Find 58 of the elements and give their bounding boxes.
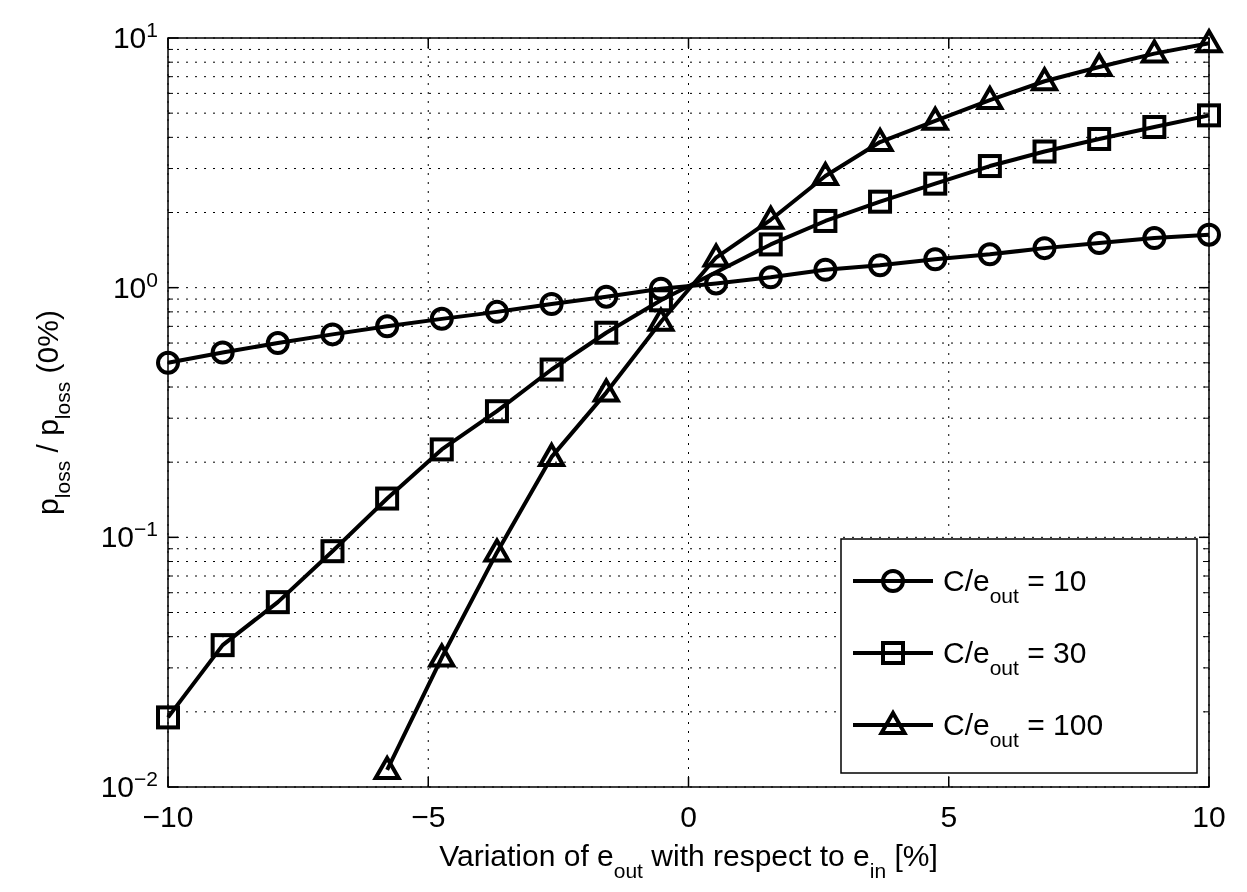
- point: [1142, 226, 1167, 251]
- point: [977, 154, 1002, 179]
- y-tick-label: 10$^{0}$: [112, 267, 158, 304]
- point: [811, 162, 839, 187]
- point: [1085, 53, 1113, 78]
- point: [1195, 29, 1223, 54]
- point: [976, 86, 1004, 111]
- y-tick-label: 10$^{1}$: [112, 17, 158, 54]
- point: [977, 242, 1002, 267]
- point: [866, 128, 894, 153]
- point: [320, 322, 345, 347]
- point: [429, 306, 454, 331]
- point: [484, 399, 509, 424]
- point: [210, 340, 235, 365]
- point: [1032, 139, 1057, 164]
- point: [1087, 126, 1112, 151]
- x-tick-label: −5: [411, 800, 446, 833]
- point: [156, 705, 180, 730]
- x-axis-title: Variation of e$_{out}$ with respect to e$_{in}$ [%]: [439, 839, 938, 882]
- point: [648, 276, 673, 301]
- point: [868, 189, 893, 214]
- point: [1087, 230, 1112, 255]
- point: [210, 633, 235, 658]
- y-tick-label: 10$^{−2}$: [100, 766, 158, 803]
- y-tick-label: 10$^{−1}$: [100, 516, 158, 554]
- point: [375, 486, 400, 511]
- point: [1197, 222, 1221, 247]
- point: [320, 539, 345, 564]
- point: [758, 232, 783, 257]
- point: [1142, 115, 1167, 140]
- x-tick-label: −10: [142, 800, 194, 833]
- point: [594, 320, 619, 345]
- point: [1032, 236, 1057, 261]
- legend-label: C/e$_{out}$ = 10: [943, 564, 1087, 607]
- point: [758, 265, 783, 290]
- x-tick-label: 5: [940, 800, 958, 833]
- point: [648, 288, 673, 313]
- legend-label: C/e$_{out}$ = 30: [943, 636, 1087, 679]
- point: [813, 257, 838, 282]
- point: [813, 208, 838, 233]
- point: [265, 590, 290, 615]
- point: [923, 171, 948, 196]
- point: [265, 331, 290, 356]
- point: [1197, 103, 1221, 128]
- point: [704, 271, 729, 296]
- point: [156, 350, 180, 375]
- x-tick-label: 0: [680, 800, 697, 833]
- point: [375, 314, 400, 339]
- point: [594, 284, 619, 309]
- point: [1031, 67, 1059, 92]
- x-tick-label: 10: [1192, 800, 1226, 833]
- point: [484, 299, 509, 324]
- point: [539, 292, 564, 317]
- legend-label: C/e$_{out}$ = 100: [943, 708, 1104, 751]
- point: [923, 247, 948, 272]
- point: [539, 357, 564, 382]
- point: [868, 253, 893, 278]
- point: [429, 437, 454, 462]
